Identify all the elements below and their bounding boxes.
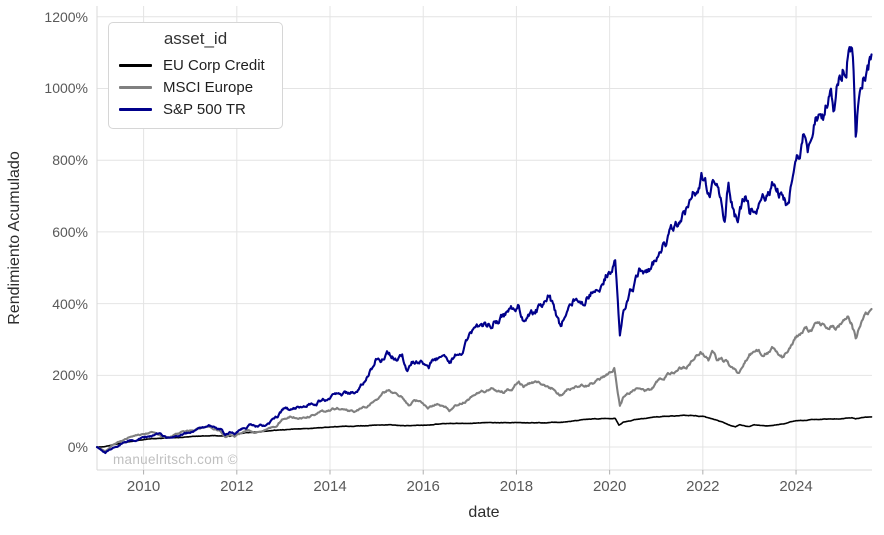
legend-item-eu-corp-credit: EU Corp Credit — [109, 54, 282, 76]
y-tick-label: 200% — [52, 367, 88, 384]
legend-item-label: MSCI Europe — [163, 78, 254, 96]
legend-line-swatch — [119, 85, 152, 89]
watermark: manuelritsch.com © — [113, 452, 238, 467]
y-tick-label: 400% — [52, 295, 88, 312]
x-axis-title: date — [468, 504, 500, 521]
legend-title: asset_id — [163, 29, 228, 48]
y-tick-label: 1000% — [44, 80, 88, 97]
x-tick-label: 2012 — [220, 478, 254, 495]
x-tick-label: 2014 — [313, 478, 347, 495]
legend-item-label: S&P 500 TR — [163, 100, 246, 118]
y-tick-label: 0% — [67, 439, 88, 456]
x-tick-label: 2016 — [406, 478, 440, 495]
legend-item-sp500-tr: S&P 500 TR — [109, 98, 282, 120]
x-tick-label: 2010 — [126, 478, 161, 495]
legend-line-swatch — [119, 107, 152, 111]
x-tick-label: 2024 — [779, 478, 813, 495]
y-tick-label: 800% — [52, 152, 88, 169]
legend: asset_id EU Corp Credit MSCI Europe S&P … — [108, 22, 283, 129]
y-axis-title: Rendimiento Acumulado — [6, 151, 23, 325]
y-tick-label: 600% — [52, 223, 88, 240]
legend-item-msci-europe: MSCI Europe — [109, 76, 282, 98]
x-tick-label: 2020 — [592, 478, 627, 495]
series-line-msci-europe — [95, 307, 873, 453]
legend-line-swatch — [119, 63, 152, 67]
legend-item-label: EU Corp Credit — [163, 56, 265, 74]
x-tick-label: 2018 — [499, 478, 534, 495]
series-line-s-p-500-tr — [95, 46, 873, 455]
series-line-eu-corp-credit — [96, 414, 873, 448]
x-tick-label: 2022 — [686, 478, 720, 495]
y-tick-label: 1200% — [44, 8, 88, 25]
